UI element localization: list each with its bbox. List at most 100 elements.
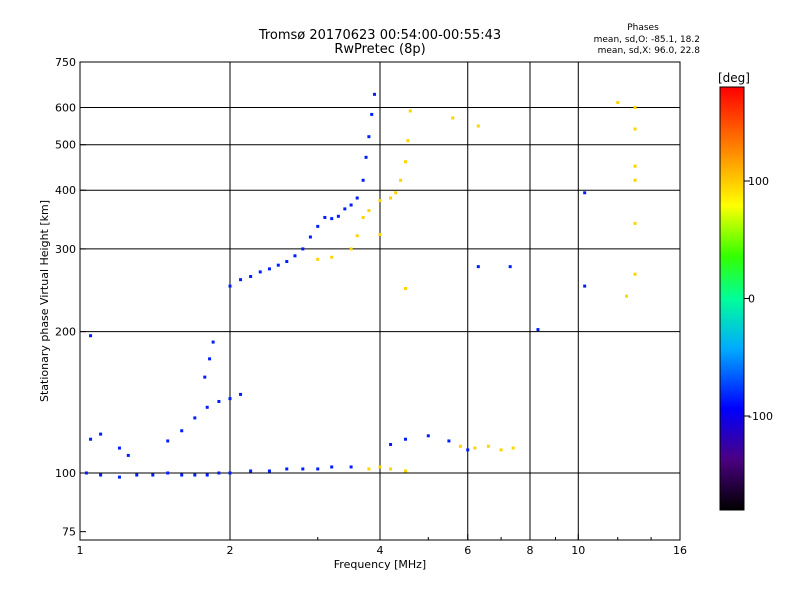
data-point-o-40	[301, 247, 305, 251]
data-point-x-11	[406, 139, 410, 143]
data-point-o-22	[166, 439, 170, 443]
data-point-o-59	[476, 265, 480, 269]
data-point-o-25	[205, 405, 209, 409]
colorbar-tick-label--100: -100	[748, 410, 773, 423]
data-point-o-0	[84, 471, 88, 475]
data-point-o-61	[536, 328, 540, 332]
data-point-x-14	[378, 465, 382, 469]
plot-area: 1 2 4 6 8 10 16 75 100 200 300 400 500 600 750	[55, 56, 687, 557]
data-point-x-3	[355, 234, 359, 238]
x-tick-label-16: 16	[673, 544, 687, 557]
data-point-x-24	[633, 164, 637, 168]
colorbar-tick-label-100: 100	[748, 175, 769, 188]
y-tick-label-400: 400	[55, 184, 76, 197]
data-point-o-60	[508, 265, 512, 269]
data-point-o-17	[349, 465, 353, 469]
chart-title: Tromsø 20170623 00:54:00-00:55:43	[258, 28, 501, 43]
colorbar-tick-label-0: 0	[748, 293, 755, 306]
data-point-o-26	[217, 399, 221, 403]
data-point-o-41	[308, 235, 312, 239]
data-point-x-22	[633, 106, 637, 110]
data-point-x-15	[389, 467, 393, 471]
data-point-x-21	[511, 446, 515, 450]
data-point-o-62	[583, 191, 587, 195]
data-point-x-17	[458, 444, 462, 448]
data-point-o-51	[367, 135, 371, 139]
x-tick-label-10: 10	[571, 544, 585, 557]
x-tick-label-2: 2	[227, 544, 234, 557]
data-point-o-2	[117, 475, 121, 479]
data-point-o-23	[180, 429, 184, 433]
data-point-o-49	[361, 178, 365, 182]
data-point-x-4	[361, 215, 365, 219]
data-point-o-7	[193, 473, 197, 477]
data-point-o-54	[389, 442, 393, 446]
data-point-x-20	[499, 448, 503, 452]
data-point-x-33	[616, 100, 620, 104]
data-point-o-48	[355, 196, 359, 200]
data-point-o-58	[466, 448, 470, 452]
y-tick-label-300: 300	[55, 243, 76, 256]
data-point-o-50	[364, 155, 368, 159]
data-point-x-13	[367, 467, 371, 471]
data-point-o-6	[180, 473, 184, 477]
x-axis-label: Frequency [MHz]	[334, 558, 426, 571]
data-point-o-36	[267, 267, 271, 271]
data-point-x-12	[408, 109, 412, 113]
data-point-o-35	[258, 270, 262, 274]
data-point-o-38	[285, 260, 289, 264]
data-point-x-27	[633, 272, 637, 276]
y-tick-label-500: 500	[55, 139, 76, 152]
stats-header: Phases	[627, 23, 659, 33]
data-point-o-1	[99, 473, 103, 477]
x-tick-label-4: 4	[377, 544, 384, 557]
data-point-x-7	[389, 196, 393, 200]
data-point-x-23	[633, 127, 637, 131]
data-point-o-33	[239, 278, 243, 282]
data-point-o-28	[239, 392, 243, 396]
data-point-x-26	[633, 221, 637, 225]
data-point-x-32	[378, 232, 382, 236]
x-tick-label-8: 8	[527, 544, 534, 557]
y-tick-label-75: 75	[62, 526, 76, 539]
data-point-x-16	[403, 469, 407, 473]
data-point-x-9	[399, 178, 403, 182]
data-point-o-63	[583, 284, 587, 288]
data-point-o-44	[330, 217, 334, 221]
y-tick-label-600: 600	[55, 102, 76, 115]
data-point-o-53	[373, 92, 377, 96]
data-point-x-6	[378, 199, 382, 203]
data-point-o-18	[89, 437, 93, 441]
data-point-o-3	[135, 473, 139, 477]
data-point-o-52	[370, 112, 374, 116]
colorbar-gradient	[719, 86, 745, 511]
data-point-x-8	[394, 191, 398, 195]
data-point-o-30	[208, 357, 212, 361]
data-point-o-37	[276, 263, 280, 267]
data-point-o-31	[211, 340, 215, 344]
data-point-o-57	[447, 439, 451, 443]
points-layer	[84, 92, 637, 479]
data-point-o-47	[349, 203, 353, 207]
data-point-o-12	[267, 469, 271, 473]
data-point-o-16	[330, 465, 334, 469]
colorbar-ticks: 100 0 -100	[744, 175, 773, 423]
data-point-o-14	[301, 467, 305, 471]
data-point-x-19	[486, 444, 490, 448]
data-point-o-13	[285, 467, 289, 471]
data-point-o-55	[403, 437, 407, 441]
data-point-o-21	[126, 453, 130, 457]
data-point-o-42	[316, 224, 320, 228]
data-point-x-25	[633, 178, 637, 182]
grid-layer	[80, 62, 680, 540]
data-point-o-19	[99, 432, 103, 436]
colorbar-label: [deg]	[718, 71, 750, 85]
data-point-o-5	[166, 471, 170, 475]
data-point-o-15	[316, 467, 320, 471]
data-point-o-45	[336, 214, 340, 218]
data-point-o-8	[205, 473, 209, 477]
data-point-x-28	[625, 294, 629, 298]
data-point-o-10	[228, 471, 232, 475]
y-tick-label-100: 100	[55, 467, 76, 480]
data-point-o-24	[193, 416, 197, 420]
